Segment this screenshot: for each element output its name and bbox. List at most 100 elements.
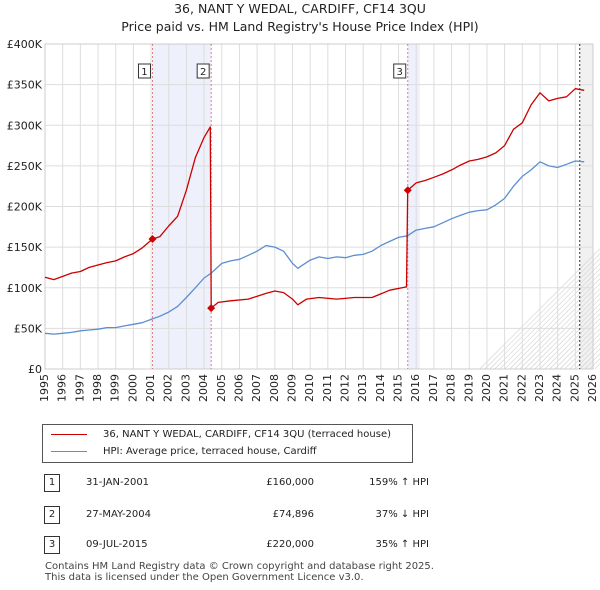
transaction-price: £220,000 bbox=[266, 539, 314, 550]
x-tick-label: 2018 bbox=[445, 374, 458, 402]
x-tick-label: 2026 bbox=[586, 374, 599, 402]
plot-border bbox=[44, 43, 594, 370]
x-tick-label: 1999 bbox=[109, 374, 122, 402]
y-tick-label: £200K bbox=[7, 201, 43, 214]
x-tick-label: 2004 bbox=[197, 374, 210, 402]
transaction-row: 2 27-MAY-2004 £74,896 37% ↓ HPI bbox=[44, 506, 429, 524]
y-tick-label: £100K bbox=[7, 282, 43, 295]
transaction-date: 31-JAN-2001 bbox=[86, 477, 150, 488]
transaction-label-box bbox=[196, 63, 210, 79]
y-tick-label: £300K bbox=[7, 119, 43, 132]
transaction-label-number: 1 bbox=[141, 67, 147, 78]
x-tick-label: 2024 bbox=[551, 374, 564, 402]
chart-title: 36, NANT Y WEDAL, CARDIFF, CF14 3QU bbox=[174, 1, 426, 16]
y-tick-label: £250K bbox=[7, 160, 43, 173]
forecast-hatch bbox=[544, 313, 600, 370]
forecast-hatch bbox=[484, 253, 600, 370]
property-line bbox=[44, 88, 585, 309]
y-tick-label: £150K bbox=[7, 241, 43, 254]
x-tick-label: 2007 bbox=[250, 374, 263, 402]
legend-item-hpi: HPI: Average price, terraced house, Card… bbox=[51, 444, 317, 460]
x-tick-label: 2023 bbox=[533, 374, 546, 402]
x-axis-ticks: 1995 1996 1997 1998 1999 2000 2001 2002 2003 2004… bbox=[38, 374, 599, 402]
forecast-hatch bbox=[524, 293, 600, 370]
x-tick-label: 2006 bbox=[232, 374, 245, 402]
footer: Contains HM Land Registry data © Crown c… bbox=[45, 561, 434, 583]
x-tick-label: 2025 bbox=[568, 374, 581, 402]
y-tick-label: £50K bbox=[14, 322, 43, 335]
x-tick-label: 2005 bbox=[215, 374, 228, 402]
x-tick-label: 2017 bbox=[427, 374, 440, 402]
forecast-hatch bbox=[539, 308, 600, 370]
chart-subtitle: Price paid vs. HM Land Registry's House … bbox=[121, 19, 479, 34]
transaction-row: 1 31-JAN-2001 £160,000 159% ↑ HPI bbox=[44, 474, 429, 492]
x-tick-label: 1997 bbox=[73, 374, 86, 402]
legend-label-property: 36, NANT Y WEDAL, CARDIFF, CF14 3QU (ter… bbox=[103, 429, 391, 440]
forecast-hatch bbox=[489, 258, 600, 370]
forecast-hatch bbox=[509, 278, 600, 370]
footer-copyright: Contains HM Land Registry data © Crown c… bbox=[45, 561, 434, 572]
x-tick-label: 2010 bbox=[303, 374, 316, 402]
transaction-labels: 1 2 3 bbox=[137, 63, 407, 79]
x-tick-label: 2021 bbox=[498, 374, 511, 402]
x-tick-label: 2022 bbox=[515, 374, 528, 402]
transaction-point bbox=[403, 186, 412, 195]
hpi-line bbox=[44, 160, 585, 335]
x-tick-label: 2000 bbox=[126, 374, 139, 402]
forecast-hatch bbox=[514, 283, 600, 370]
x-tick-label: 1998 bbox=[91, 374, 104, 402]
transaction-hpi: 159% ↑ HPI bbox=[369, 477, 429, 488]
legend-swatch-property bbox=[51, 433, 87, 435]
transaction-label-box bbox=[137, 63, 151, 79]
forecast-hatch bbox=[494, 263, 600, 370]
transaction-price: £160,000 bbox=[266, 477, 314, 488]
legend-item-property: 36, NANT Y WEDAL, CARDIFF, CF14 3QU (ter… bbox=[51, 427, 391, 443]
x-tick-label: 1996 bbox=[56, 374, 69, 402]
transaction-number: 1 bbox=[44, 474, 60, 492]
forecast-hatch bbox=[479, 248, 600, 370]
transaction-label-number: 2 bbox=[200, 67, 206, 78]
legend-swatch-hpi bbox=[51, 450, 87, 452]
x-tick-label: 2015 bbox=[392, 374, 405, 402]
price-chart: £0 £50K £100K £150K £200K £250K £300K £350K £400… bbox=[7, 38, 600, 402]
x-tick-label: 2019 bbox=[462, 374, 475, 402]
transaction-price: £74,896 bbox=[272, 509, 314, 520]
x-tick-label: 2014 bbox=[374, 374, 387, 402]
forecast-hatch bbox=[504, 273, 600, 370]
footer-license: This data is licensed under the Open Gov… bbox=[45, 572, 364, 583]
y-axis-ticks: £0 £50K £100K £150K £200K £250K £300K £350K £400… bbox=[7, 38, 43, 376]
series-lines bbox=[44, 88, 585, 335]
y-tick-label: £400K bbox=[7, 38, 43, 51]
transaction-point bbox=[148, 235, 157, 243]
y-tick-label: £350K bbox=[7, 79, 43, 92]
grid-lines bbox=[44, 43, 594, 370]
forecast-hatch bbox=[529, 298, 600, 370]
x-tick-label: 1995 bbox=[38, 374, 51, 402]
forecast-hatch bbox=[534, 303, 600, 370]
transaction-number: 3 bbox=[44, 536, 60, 554]
transaction-date: 09-JUL-2015 bbox=[86, 539, 148, 550]
x-tick-label: 2011 bbox=[321, 374, 334, 402]
legend-label-hpi: HPI: Average price, terraced house, Card… bbox=[103, 446, 317, 457]
transaction-points bbox=[148, 186, 412, 313]
transaction-row: 3 09-JUL-2015 £220,000 35% ↑ HPI bbox=[44, 536, 429, 554]
forecast-hatch bbox=[519, 288, 600, 370]
transaction-label-number: 3 bbox=[397, 67, 403, 78]
transaction-hpi: 37% ↓ HPI bbox=[375, 509, 429, 520]
transaction-number: 2 bbox=[44, 506, 60, 524]
transaction-point bbox=[207, 304, 216, 313]
x-tick-label: 2012 bbox=[339, 374, 352, 402]
legend: 36, NANT Y WEDAL, CARDIFF, CF14 3QU (ter… bbox=[42, 424, 413, 463]
x-tick-label: 2008 bbox=[268, 374, 281, 402]
x-tick-label: 2003 bbox=[179, 374, 192, 402]
transaction-label-box bbox=[393, 63, 407, 79]
forecast-hatch bbox=[594, 363, 600, 370]
x-tick-label: 2009 bbox=[285, 374, 298, 402]
x-tick-label: 2016 bbox=[409, 374, 422, 402]
x-tick-label: 2020 bbox=[480, 374, 493, 402]
transaction-hpi: 35% ↑ HPI bbox=[375, 539, 429, 550]
forecast-hatch bbox=[499, 268, 600, 370]
transaction-date: 27-MAY-2004 bbox=[86, 509, 152, 520]
x-tick-label: 2013 bbox=[356, 374, 369, 402]
x-tick-label: 2001 bbox=[144, 374, 157, 402]
